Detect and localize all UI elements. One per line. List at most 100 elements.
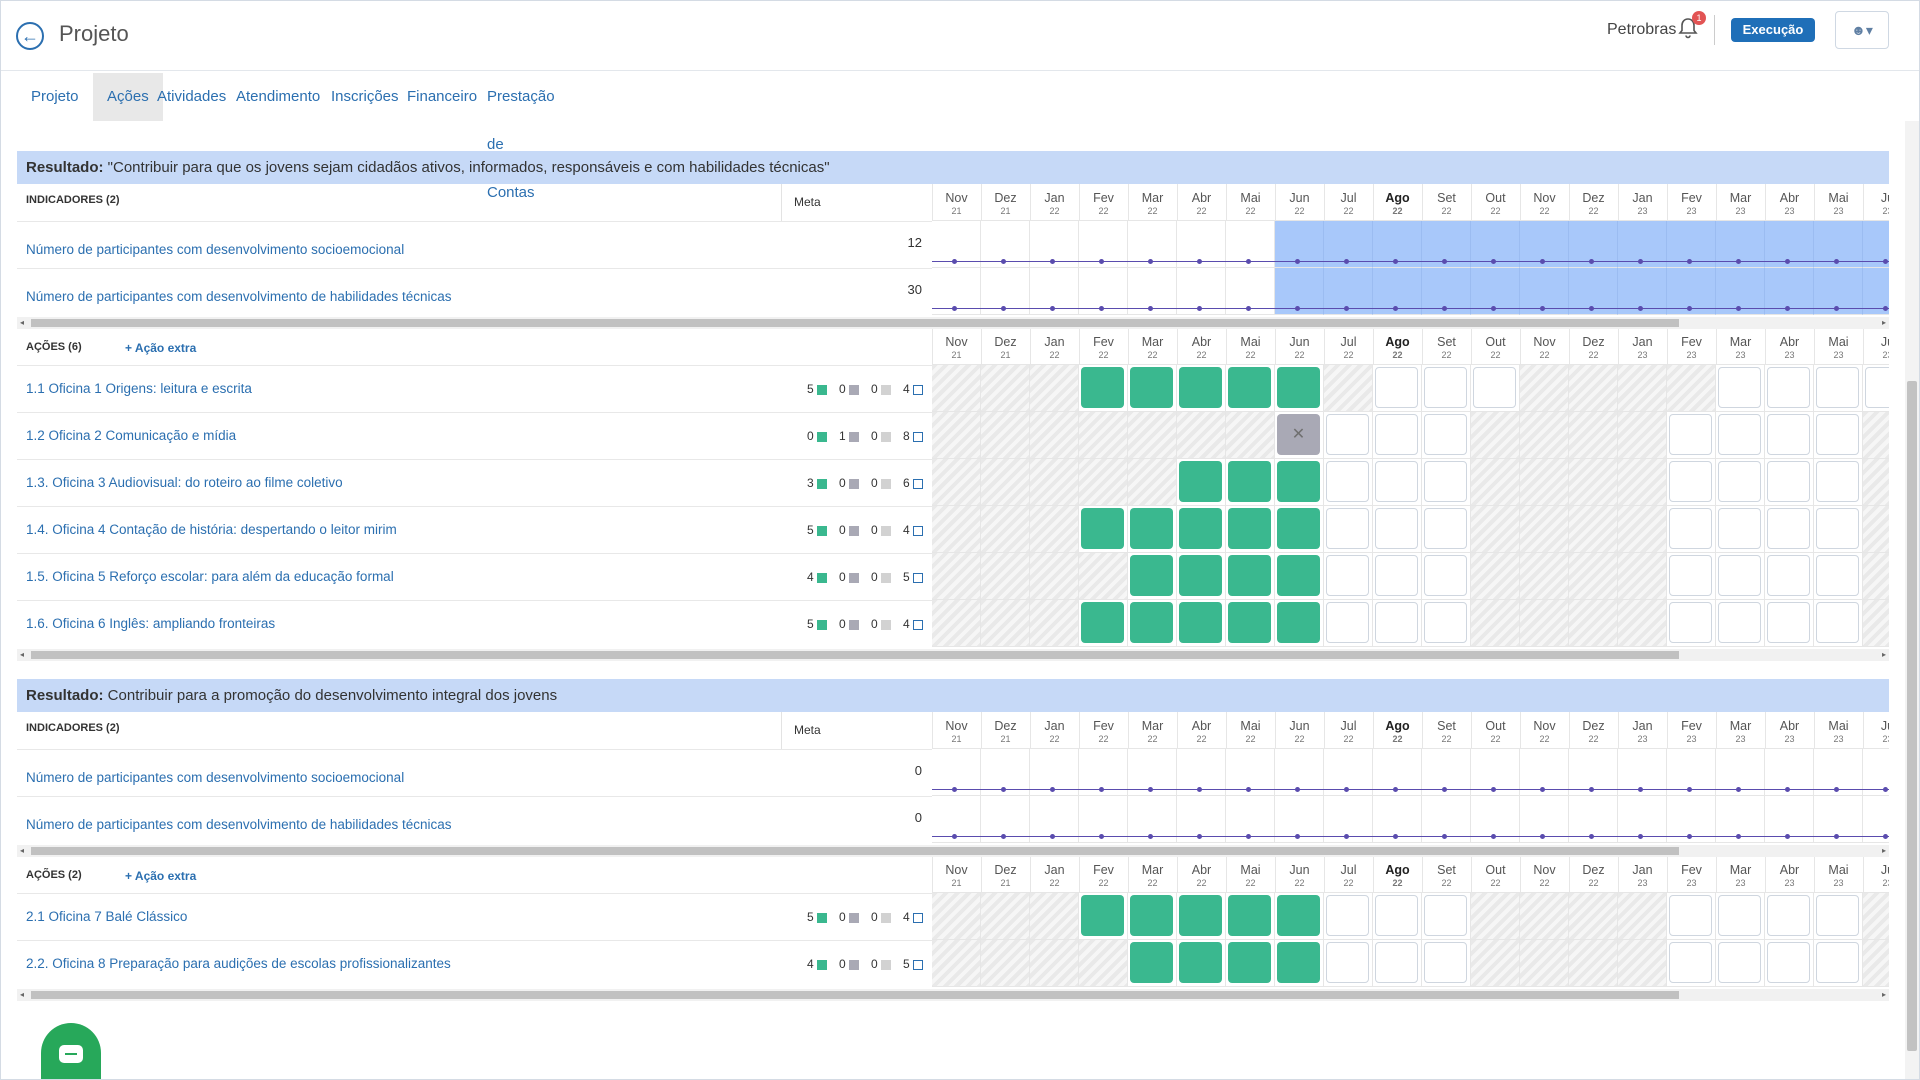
indicator-name[interactable]: Número de participantes com desenvolvime… — [26, 769, 405, 785]
gantt-cell[interactable] — [1226, 553, 1275, 600]
gantt-cell[interactable] — [1667, 412, 1716, 459]
done-cell[interactable] — [1179, 602, 1222, 643]
gantt-cell[interactable] — [1275, 365, 1324, 412]
planned-cell[interactable] — [1473, 367, 1516, 408]
gantt-cell[interactable] — [1079, 600, 1128, 647]
scroll-right-icon[interactable]: ▸ — [1881, 846, 1886, 855]
vertical-scrollbar-thumb[interactable] — [1907, 381, 1917, 1051]
gantt-cell[interactable] — [1716, 940, 1765, 987]
indicators-scrollbar[interactable]: ◂ ▸ — [17, 317, 1889, 329]
gantt-cell[interactable] — [1275, 940, 1324, 987]
tab-atividades[interactable]: Atividades — [157, 88, 227, 105]
planned-cell[interactable] — [1816, 942, 1859, 983]
planned-cell[interactable] — [1718, 895, 1761, 936]
scrollbar-thumb[interactable] — [31, 319, 1679, 327]
scrollbar-thumb[interactable] — [31, 847, 1679, 855]
gantt-cell[interactable] — [1814, 365, 1863, 412]
gantt-cell[interactable] — [1324, 459, 1373, 506]
planned-cell[interactable] — [1424, 461, 1467, 502]
done-cell[interactable] — [1179, 461, 1222, 502]
gantt-cell[interactable] — [1422, 893, 1471, 940]
gantt-cell[interactable] — [1324, 600, 1373, 647]
tab-inscri-es[interactable]: Inscrições — [331, 88, 399, 105]
gantt-cell[interactable] — [1667, 940, 1716, 987]
action-name[interactable]: 2.2. Oficina 8 Preparação para audições … — [26, 955, 451, 971]
done-cell[interactable] — [1277, 367, 1320, 408]
planned-cell[interactable] — [1375, 414, 1418, 455]
gantt-cell[interactable] — [1667, 600, 1716, 647]
gantt-cell[interactable] — [1422, 600, 1471, 647]
gantt-cell[interactable] — [1226, 365, 1275, 412]
indicator-name[interactable]: Número de participantes com desenvolvime… — [26, 241, 405, 257]
scroll-right-icon[interactable]: ▸ — [1881, 990, 1886, 999]
gantt-cell[interactable] — [1079, 365, 1128, 412]
done-cell[interactable] — [1277, 555, 1320, 596]
gantt-cell[interactable] — [1079, 506, 1128, 553]
done-cell[interactable] — [1130, 942, 1173, 983]
action-name[interactable]: 1.2 Oficina 2 Comunicação e mídia — [26, 427, 237, 443]
gantt-cell[interactable] — [1716, 553, 1765, 600]
done-cell[interactable] — [1228, 602, 1271, 643]
tab-projeto[interactable]: Projeto — [31, 88, 79, 105]
planned-cell[interactable] — [1718, 602, 1761, 643]
cancelled-cell[interactable]: ✕ — [1277, 414, 1320, 455]
actions-scrollbar[interactable]: ◂ ▸ — [17, 989, 1889, 1001]
gantt-cell[interactable] — [1177, 459, 1226, 506]
done-cell[interactable] — [1277, 461, 1320, 502]
planned-cell[interactable] — [1767, 414, 1810, 455]
gantt-cell[interactable] — [1275, 459, 1324, 506]
gantt-cell[interactable] — [1716, 506, 1765, 553]
bell-icon[interactable] — [1678, 17, 1698, 39]
done-cell[interactable] — [1179, 367, 1222, 408]
gantt-cell[interactable] — [1177, 506, 1226, 553]
planned-cell[interactable] — [1816, 461, 1859, 502]
done-cell[interactable] — [1081, 895, 1124, 936]
planned-cell[interactable] — [1424, 367, 1467, 408]
user-menu-button[interactable]: ☻▾ — [1835, 11, 1889, 49]
gantt-cell[interactable] — [1863, 365, 1889, 412]
done-cell[interactable] — [1179, 508, 1222, 549]
planned-cell[interactable] — [1326, 508, 1369, 549]
tab-presta-o-de-contas[interactable]: Prestação de Contas — [487, 88, 555, 201]
planned-cell[interactable] — [1767, 555, 1810, 596]
gantt-cell[interactable] — [1275, 600, 1324, 647]
action-name[interactable]: 1.1 Oficina 1 Origens: leitura e escrita — [26, 380, 252, 396]
done-cell[interactable] — [1228, 508, 1271, 549]
planned-cell[interactable] — [1375, 367, 1418, 408]
planned-cell[interactable] — [1669, 942, 1712, 983]
planned-cell[interactable] — [1326, 555, 1369, 596]
action-name[interactable]: 1.5. Oficina 5 Reforço escolar: para alé… — [26, 568, 394, 584]
indicator-name[interactable]: Número de participantes com desenvolvime… — [26, 288, 452, 304]
gantt-cell[interactable] — [1177, 600, 1226, 647]
planned-cell[interactable] — [1718, 367, 1761, 408]
scroll-left-icon[interactable]: ◂ — [20, 990, 25, 999]
gantt-cell[interactable] — [1716, 412, 1765, 459]
done-cell[interactable] — [1179, 942, 1222, 983]
gantt-cell[interactable] — [1128, 600, 1177, 647]
done-cell[interactable] — [1130, 367, 1173, 408]
gantt-cell[interactable] — [1324, 940, 1373, 987]
gantt-cell[interactable] — [1177, 553, 1226, 600]
planned-cell[interactable] — [1718, 942, 1761, 983]
done-cell[interactable] — [1228, 942, 1271, 983]
done-cell[interactable] — [1179, 555, 1222, 596]
planned-cell[interactable] — [1767, 367, 1810, 408]
planned-cell[interactable] — [1375, 602, 1418, 643]
done-cell[interactable] — [1081, 367, 1124, 408]
gantt-cell[interactable] — [1716, 600, 1765, 647]
planned-cell[interactable] — [1767, 508, 1810, 549]
gantt-cell[interactable] — [1373, 365, 1422, 412]
planned-cell[interactable] — [1669, 508, 1712, 549]
planned-cell[interactable] — [1718, 508, 1761, 549]
gantt-cell[interactable] — [1177, 893, 1226, 940]
gantt-cell[interactable] — [1177, 940, 1226, 987]
gantt-cell[interactable] — [1226, 940, 1275, 987]
gantt-cell[interactable] — [1373, 459, 1422, 506]
gantt-cell[interactable] — [1814, 600, 1863, 647]
scroll-left-icon[interactable]: ◂ — [20, 846, 25, 855]
planned-cell[interactable] — [1375, 555, 1418, 596]
gantt-cell[interactable] — [1716, 893, 1765, 940]
gantt-cell[interactable] — [1422, 553, 1471, 600]
planned-cell[interactable] — [1424, 942, 1467, 983]
scroll-right-icon[interactable]: ▸ — [1881, 650, 1886, 659]
